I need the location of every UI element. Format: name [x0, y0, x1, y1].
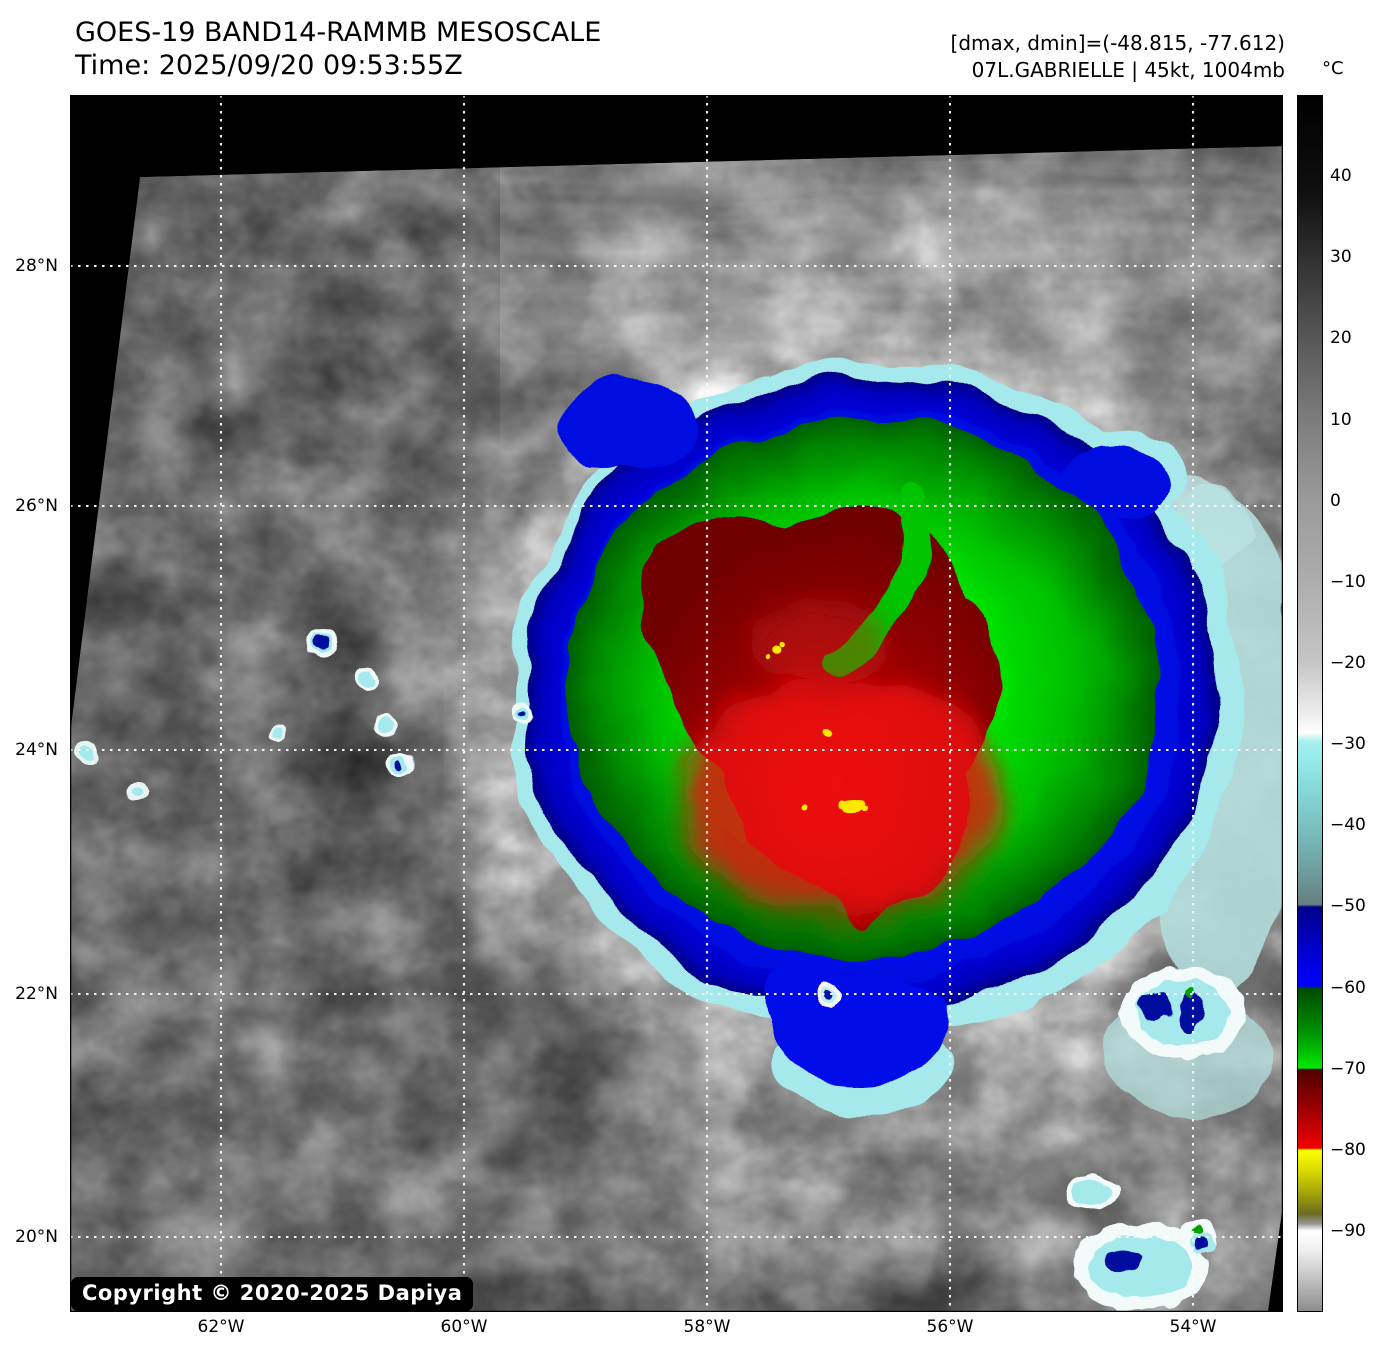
- graticule: [70, 95, 1283, 1312]
- scan-data-region: [70, 146, 1283, 1312]
- lon-tick-label: 56°W: [926, 1317, 974, 1337]
- header-left: GOES-19 BAND14-RAMMB MESOSCALE Time: 202…: [75, 16, 601, 82]
- colorbar-tick-label: 20: [1330, 328, 1352, 348]
- colorbar-tick-label: −40: [1330, 815, 1366, 835]
- colorbar-tick-label: 10: [1330, 410, 1352, 430]
- lon-tick-label: 58°W: [683, 1317, 731, 1337]
- lat-tick-label: 22°N: [15, 984, 58, 1004]
- satellite-map: [70, 95, 1283, 1312]
- colorbar-tick-label: 0: [1330, 491, 1341, 511]
- latitude-axis: 28°N 26°N 24°N 22°N 20°N: [0, 95, 62, 1312]
- isolated-cells: [75, 626, 1245, 1311]
- colorbar-tick-label: 30: [1330, 247, 1352, 267]
- colorbar-tick-label: −90: [1330, 1221, 1366, 1241]
- dmax-dmin-readout: [dmax, dmin]=(-48.815, -77.612): [950, 31, 1285, 55]
- header-right: [dmax, dmin]=(-48.815, -77.612) 07L.GABR…: [951, 30, 1285, 84]
- satellite-image: [70, 95, 1283, 1312]
- map-border: [70, 95, 1283, 1312]
- colorbar-tick-label: −20: [1330, 653, 1366, 673]
- lat-tick-label: 28°N: [15, 256, 58, 276]
- colorbar-tick-label: 40: [1330, 166, 1352, 186]
- lat-tick-label: 24°N: [15, 740, 58, 760]
- colorbar-tick-label: −50: [1330, 896, 1366, 916]
- lat-tick-label: 26°N: [15, 496, 58, 516]
- colorbar-ticks: 40 30 20 10 0 −10 −20 −30 −40 −50 −60 −7…: [1330, 95, 1390, 1312]
- lon-tick-label: 62°W: [197, 1317, 245, 1337]
- page-title: GOES-19 BAND14-RAMMB MESOSCALE: [75, 17, 602, 48]
- lon-tick-label: 60°W: [440, 1317, 488, 1337]
- colorbar-tick-label: −80: [1330, 1140, 1366, 1160]
- colorbar-tick-label: −30: [1330, 734, 1366, 754]
- temperature-colorbar: [1297, 95, 1323, 1312]
- copyright-badge: Copyright © 2020-2025 Dapiya: [71, 1277, 474, 1311]
- lat-tick-label: 20°N: [15, 1227, 58, 1247]
- hurricane-core: [510, 359, 1283, 1115]
- longitude-axis: 62°W 60°W 58°W 56°W 54°W: [70, 1317, 1283, 1347]
- timestamp: Time: 2025/09/20 09:53:55Z: [75, 50, 463, 81]
- overshooting-tops: [767, 639, 874, 813]
- colorbar-tick-label: −60: [1330, 978, 1366, 998]
- storm-info: 07L.GABRIELLE | 45kt, 1004mb: [971, 58, 1285, 82]
- colorbar-unit-label: °C: [1322, 58, 1344, 79]
- colorbar-tick-label: −10: [1330, 572, 1366, 592]
- lon-tick-label: 54°W: [1169, 1317, 1217, 1337]
- colorbar-tick-label: −70: [1330, 1059, 1366, 1079]
